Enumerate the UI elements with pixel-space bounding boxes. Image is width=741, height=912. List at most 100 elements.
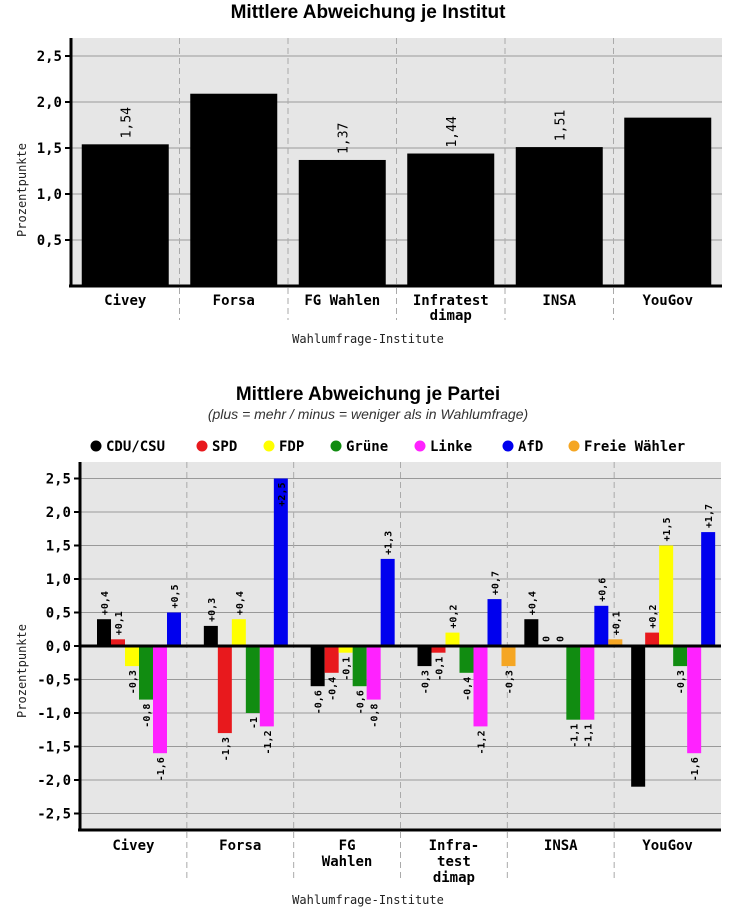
chart2-ytick-label: 0,5: [46, 606, 71, 622]
chart2-legend: CDU/CSU SPD FDP Grüne Linke AfD Freie Wähler: [90, 439, 685, 455]
chart2-bar: [111, 639, 125, 646]
chart2-value-label: -1,2: [263, 730, 274, 754]
legend-label: Grüne: [346, 439, 388, 455]
chart2-value-label: +0,7: [491, 571, 502, 595]
chart2-bar: [431, 646, 446, 653]
chart2-ytick-label: -2,0: [37, 773, 71, 789]
chart1-value-label: 1,83: [662, 124, 677, 155]
chart2-grid: [80, 462, 721, 880]
chart1-bar: [407, 153, 495, 286]
legend-label: CDU/CSU: [106, 439, 165, 455]
chart2-bar: [417, 646, 432, 667]
chart2-value-label: +0,6: [597, 578, 608, 602]
chart1-value-label: 1,54: [119, 107, 134, 138]
chart1-bar: [624, 117, 712, 286]
chart2-subtitle: (plus = mehr / minus = weniger als in Wa…: [208, 406, 528, 422]
chart2-ylabel: Prozentpunkte: [15, 624, 29, 718]
chart2-value-label: +0,2: [449, 605, 460, 629]
chart2-value-label: -0,3: [505, 670, 516, 694]
chart2-value-label: -0,6: [356, 690, 367, 714]
chart1-axes: 0,5 1,0 1,5 2,0 2,5 Civey Forsa FG Wahlen Infrat…: [37, 38, 722, 324]
chart2-value-label: -2,1: [634, 759, 645, 783]
chart1-title: Mittlere Abweichung je Institut: [231, 2, 506, 23]
chart2-value-label: -0,8: [142, 704, 153, 728]
chart1-value-label: 1,51: [553, 110, 568, 141]
chart2-bar: [139, 646, 153, 700]
legend-swatch-freie-w-hler: [568, 440, 580, 452]
chart2-value-label: +0,4: [235, 591, 246, 615]
chart2-category-label: YouGov: [642, 838, 693, 854]
chart2-bar: [701, 532, 716, 646]
chart2-value-label: +1,5: [662, 517, 673, 541]
chart2-value-label: -0,1: [342, 657, 353, 681]
chart2-value-label: +1,3: [384, 531, 395, 555]
chart-institut: Mittlere Abweichung je Institut 1,54 2,09…: [15, 2, 722, 346]
chart2-bar: [501, 646, 516, 667]
chart2-bar: [673, 646, 688, 667]
chart2-value-label: +0,5: [170, 584, 181, 608]
chart2-bar: [608, 639, 623, 646]
chart1-ytick-label: 2,5: [37, 49, 62, 65]
chart2-ytick-label: 2,5: [46, 472, 71, 488]
chart2-bar: [659, 545, 674, 646]
chart2-value-label: +1,7: [704, 504, 715, 528]
chart2-value-label: +0,4: [100, 591, 111, 615]
chart1-ytick-label: 0,5: [37, 233, 62, 249]
chart2-value-label: -0,4: [328, 677, 339, 701]
chart-partei: Mittlere Abweichung je Partei (plus = me…: [15, 384, 721, 907]
chart2-bar: [153, 646, 167, 754]
chart2-value-label: -0,8: [370, 704, 381, 728]
chart2-ytick-label: -1,5: [37, 740, 71, 756]
chart1-category-label: Infratest: [413, 293, 489, 309]
chart2-bar: [167, 612, 181, 646]
chart1-xlabel: Wahlumfrage-Institute: [292, 332, 444, 346]
chart2-bar: [645, 632, 660, 646]
chart1-bar: [190, 93, 278, 286]
chart1-grid: [71, 38, 722, 320]
chart1-value-label: 1,44: [445, 116, 460, 147]
chart2-value-label: +0,2: [648, 605, 659, 629]
chart2-ytick-label: -1,0: [37, 706, 71, 722]
chart2-category-label: test: [437, 854, 471, 870]
chart2-value-label: -1,6: [690, 757, 701, 781]
chart2-value-label: 0: [541, 636, 552, 642]
chart1-category-label: Civey: [104, 293, 147, 309]
chart2-bar: [380, 558, 395, 646]
legend-label: Linke: [430, 439, 472, 455]
chart2-value-label: -1,1: [583, 724, 594, 748]
chart1-category-label: Forsa: [213, 293, 255, 309]
chart2-bar: [566, 646, 581, 720]
chart2-value-label: -0,1: [435, 657, 446, 681]
chart2-bar: [203, 625, 218, 646]
chart2-ytick-label: 1,0: [46, 572, 71, 588]
chart2-value-label: +2,5: [277, 483, 288, 507]
chart2-bar: [687, 646, 702, 754]
chart2-bar: [366, 646, 381, 700]
chart2-value-label: -1,3: [221, 737, 232, 761]
chart1-category-label: YouGov: [642, 293, 693, 309]
chart2-xlabel: Wahlumfrage-Institute: [292, 893, 444, 907]
chart2-value-label: +0,4: [527, 591, 538, 615]
chart2-category-label: dimap: [433, 870, 475, 886]
chart2-bar: [338, 646, 353, 653]
chart2-category-label: FG: [339, 838, 356, 854]
chart2-bar: [310, 646, 325, 687]
chart2-category-label: Infra-: [429, 838, 480, 854]
chart1-bar: [515, 147, 603, 286]
chart2-value-label: -1,2: [477, 730, 488, 754]
chart2-ytick-label: 0,0: [46, 639, 71, 655]
chart2-category-label: Wahlen: [322, 854, 373, 870]
legend-swatch-afd: [502, 440, 514, 452]
chart1-ytick-label: 1,5: [37, 141, 62, 157]
chart1-category-label: dimap: [430, 308, 472, 324]
chart2-value-label: -0,3: [128, 670, 139, 694]
chart2-bar: [594, 605, 609, 646]
chart2-value-label: 0: [555, 636, 566, 642]
chart2-bar: [445, 632, 460, 646]
chart2-ytick-label: 1,5: [46, 539, 71, 555]
chart1-category-label: FG Wahlen: [304, 293, 380, 309]
chart2-value-label: +0,3: [207, 598, 218, 622]
chart2-bar: [352, 646, 367, 687]
chart1-category-label: INSA: [542, 293, 576, 309]
chart2-bar: [259, 646, 274, 727]
